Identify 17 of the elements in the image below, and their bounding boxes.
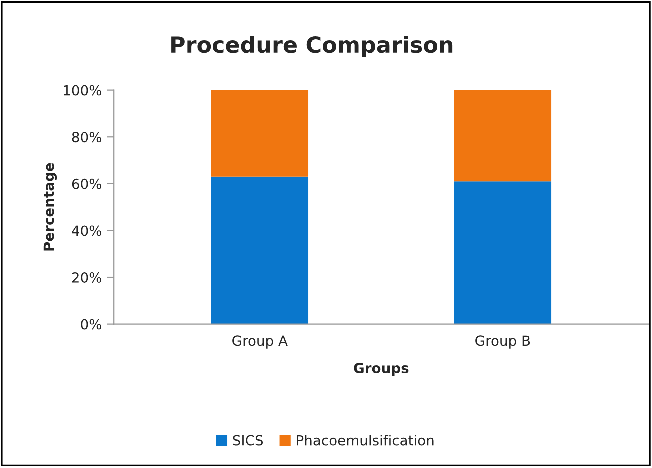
y-tick-label: 80% [72, 132, 102, 143]
bar [454, 90, 552, 182]
y-axis-title: Percentage [44, 163, 58, 251]
y-tick-label: 40% [72, 226, 102, 236]
bar [454, 182, 552, 324]
legend-label: Phacoemulsification [297, 435, 434, 446]
bar [211, 176, 309, 324]
x-axis-title: Groups [354, 363, 409, 376]
x-tick-label: Group B [476, 336, 530, 349]
bar [211, 90, 309, 177]
x-tick-label: Group A [232, 336, 288, 349]
y-tick-label: 100% [64, 85, 102, 96]
y-tick-label: 0% [81, 319, 102, 330]
legend-label: SICS [233, 435, 264, 446]
chart-title: Procedure Comparison [172, 36, 453, 58]
y-tick-label: 20% [72, 272, 102, 283]
y-tick-label: 60% [72, 178, 102, 190]
